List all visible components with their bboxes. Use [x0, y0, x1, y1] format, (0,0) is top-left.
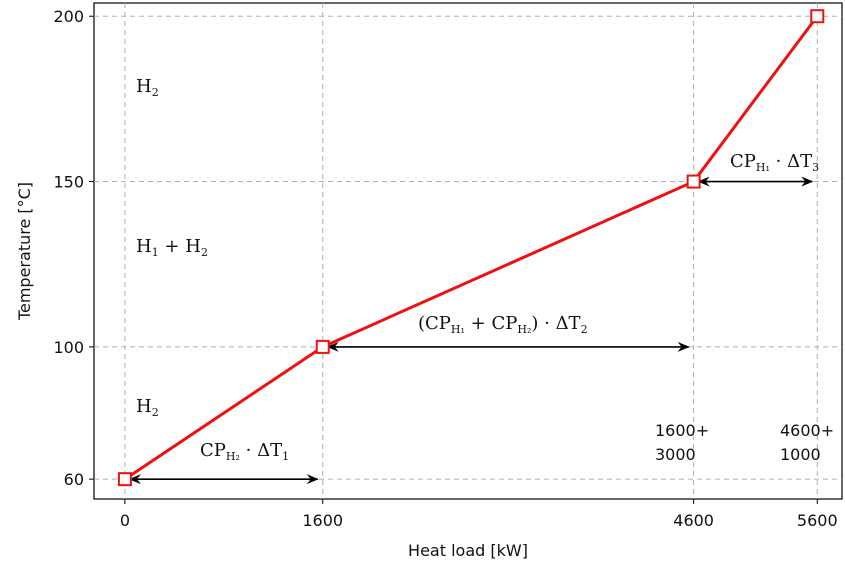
- x-tick-label: 5600: [797, 511, 838, 530]
- series-line: [124, 15, 819, 481]
- sum1-line1: 1600+: [655, 421, 709, 440]
- data-point-marker: [117, 472, 132, 487]
- x-tick-label: 0: [120, 511, 130, 530]
- sum2-line1: 4600+: [780, 421, 834, 440]
- y-tick-label: 100: [53, 338, 84, 357]
- y-tick-label: 60: [64, 470, 84, 489]
- zone-label-top: H2: [136, 76, 159, 99]
- delta1-label: CPH₂ · ΔT1: [200, 440, 289, 463]
- delta2-label: (CPH₁ + CPH₂) · ΔT2: [418, 313, 588, 336]
- data-point-marker: [315, 339, 330, 354]
- axes: 0 1600 4600 5600 60 100 150 200: [53, 7, 837, 530]
- delta3-label: CPH₁ · ΔT3: [730, 151, 819, 174]
- zone-label-low: H2: [136, 396, 159, 419]
- arrows: [128, 176, 814, 485]
- grid: [94, 3, 842, 499]
- data-point-marker: [686, 174, 701, 189]
- y-axis-label: Temperature [°C]: [15, 182, 34, 321]
- plot-frame: [93, 2, 843, 500]
- sum1-line2: 3000: [655, 445, 696, 464]
- x-axis-label: Heat load [kW]: [408, 541, 528, 560]
- y-tick-label: 150: [53, 173, 84, 192]
- data-point-marker: [810, 9, 825, 24]
- zone-label-mid: H1 + H2: [136, 236, 208, 259]
- sum2-line2: 1000: [780, 445, 821, 464]
- x-tick-label: 1600: [302, 511, 343, 530]
- y-tick-label: 200: [53, 7, 84, 26]
- series-layer: [117, 9, 825, 487]
- x-tick-label: 4600: [673, 511, 714, 530]
